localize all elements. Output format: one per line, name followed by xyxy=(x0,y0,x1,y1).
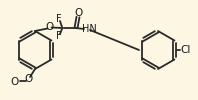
Text: HN: HN xyxy=(82,24,96,34)
Text: O: O xyxy=(11,77,19,87)
Text: Cl: Cl xyxy=(181,45,191,55)
Text: O: O xyxy=(45,22,54,32)
Text: O: O xyxy=(74,8,83,18)
Text: F: F xyxy=(56,14,62,24)
Text: F: F xyxy=(56,31,62,41)
Text: O: O xyxy=(24,74,33,84)
